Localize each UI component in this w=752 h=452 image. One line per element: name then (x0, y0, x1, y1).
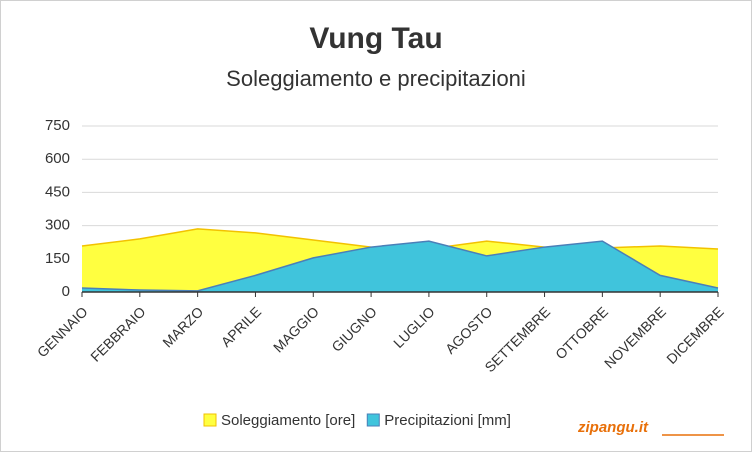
y-tick-label: 600 (45, 150, 70, 167)
watermark: zipangu.it (577, 419, 649, 436)
area-line (81, 240, 719, 292)
legend-label: Soleggiamento [ore] (221, 412, 355, 429)
y-tick-label: 450 (45, 183, 70, 200)
y-tick-label: 150 (45, 250, 70, 267)
legend-label: Precipitazioni [mm] (384, 412, 511, 429)
chart-subtitle: Soleggiamento e precipitazioni (226, 66, 526, 91)
y-tick-label: 300 (45, 217, 70, 234)
y-tick-label: 750 (45, 117, 70, 134)
chart-title: Vung Tau (309, 22, 442, 55)
y-tick-label: 0 (62, 283, 70, 300)
legend-swatch (203, 413, 217, 427)
legend: Soleggiamento [ore] Precipitazioni [mm] (203, 412, 511, 429)
legend-swatch (366, 413, 380, 427)
